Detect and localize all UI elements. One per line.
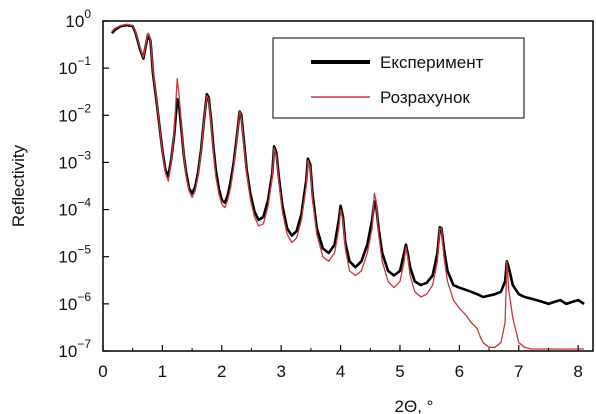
y-tick-label: 10−5 <box>58 243 91 267</box>
y-tick-label: 10−4 <box>58 196 91 220</box>
x-tick-label: 8 <box>573 362 582 381</box>
y-tick-label: 10−2 <box>58 101 91 125</box>
x-tick-label: 7 <box>514 362 523 381</box>
y-tick-label: 10−7 <box>58 337 91 361</box>
y-tick-label: 100 <box>65 7 91 31</box>
x-tick-label: 4 <box>336 362 345 381</box>
y-tick-label: 10−1 <box>58 54 91 78</box>
legend-box <box>272 37 525 119</box>
x-tick-label: 1 <box>158 362 167 381</box>
legend-label-calculation: Розрахунок <box>380 88 470 107</box>
x-axis-title: 2Θ, ° <box>395 397 434 414</box>
series-group <box>110 23 585 350</box>
y-axis-ticks: 100 10−1 10−2 10−3 10−4 10−5 10−6 10−7 <box>58 7 109 361</box>
x-tick-label: 5 <box>395 362 404 381</box>
x-tick-label: 0 <box>98 362 107 381</box>
x-tick-label: 2 <box>217 362 226 381</box>
x-axis-ticks: 0 1 2 3 4 5 6 7 8 <box>98 345 583 381</box>
y-tick-label: 10−3 <box>58 148 91 172</box>
legend: Експеримент Розрахунок <box>272 37 525 119</box>
x-tick-label: 6 <box>455 362 464 381</box>
legend-label-experiment: Експеримент <box>380 53 484 72</box>
plot-frame <box>102 20 594 352</box>
x-tick-label: 3 <box>276 362 285 381</box>
y-axis-title: Reflectivity <box>9 144 28 227</box>
y-tick-label: 10−6 <box>58 290 91 314</box>
series-line-calculation <box>111 23 585 350</box>
